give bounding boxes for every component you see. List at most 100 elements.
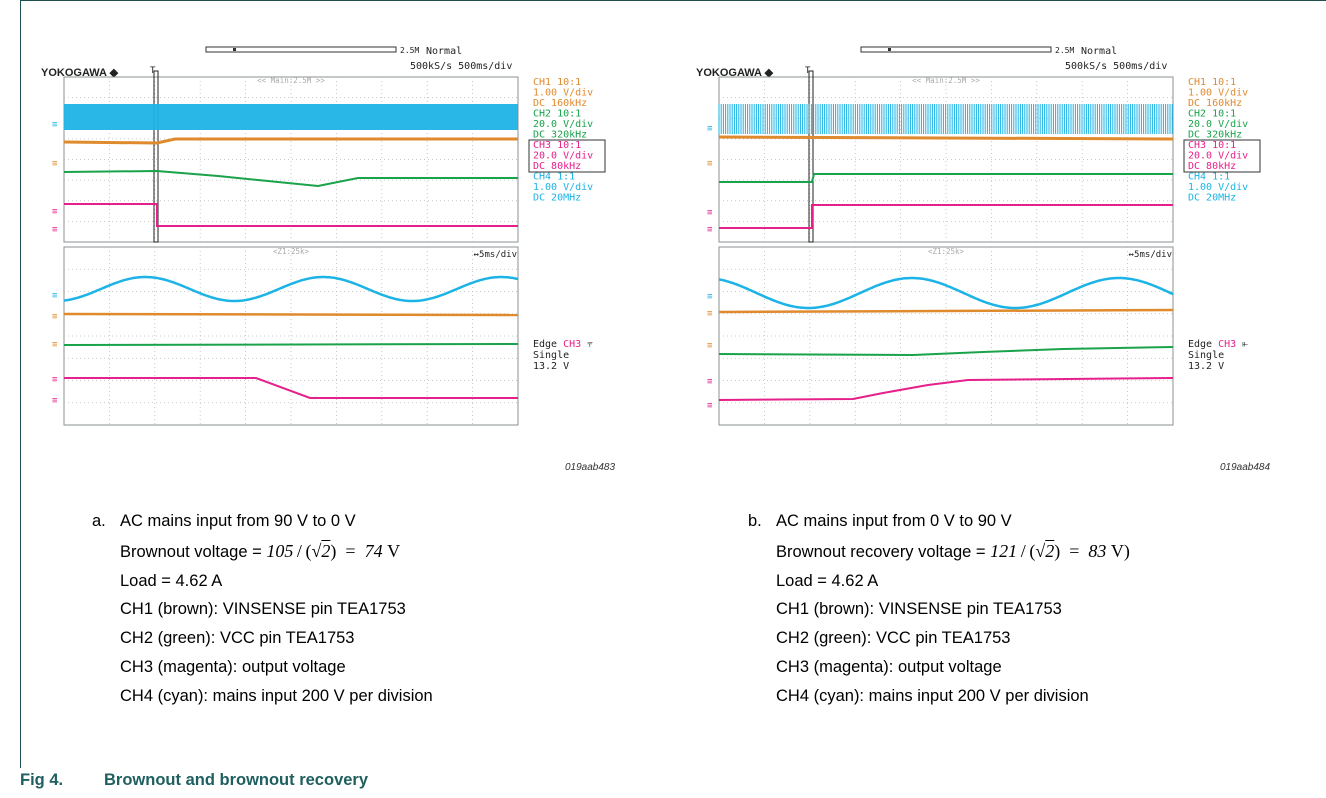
trigger-mode: Single [1188, 350, 1224, 361]
channel-marker: ≡ [52, 340, 58, 350]
trigger-level: 13.2 V [533, 361, 569, 372]
channel-marker: ≡ [707, 225, 713, 235]
ch1-zoom-trace [718, 308, 1174, 314]
trigger-source: CH3 [1218, 339, 1236, 350]
ch2-zoom-trace [718, 346, 1174, 357]
channel-readout: CH2 10:1 [533, 109, 581, 120]
figure-title-text: Brownout and brownout recovery [104, 771, 369, 789]
scope-brand: YOKOGAWA ◆ [696, 67, 774, 79]
caption-line: CH3 (magenta): output voltage [120, 658, 346, 676]
ch4-zoom-trace [718, 276, 1174, 310]
channel-marker: ≡ [52, 375, 58, 385]
caption-heading: AC mains input from 90 V to 0 V [120, 512, 356, 530]
channel-readout: CH4 1:1 [533, 172, 575, 183]
zoom-window-label: <Z1:25k> [273, 247, 310, 256]
caption-line: CH4 (cyan): mains input 200 V per divisi… [776, 687, 1089, 705]
channel-readout: 20.0 V/div [1188, 119, 1248, 130]
ch4-zoom-trace [63, 275, 519, 303]
main-window-label: << Main:2.5M >> [257, 76, 325, 85]
channel-marker: ≡ [707, 208, 713, 218]
caption-a: a. AC mains input from 90 V to 0 V Brown… [92, 507, 652, 711]
channel-readout: 1.00 V/div [1188, 182, 1248, 193]
ch3-zoom-trace [718, 377, 1174, 401]
panel-a: YOKOGAWA ◆ 2.5M Normal 500kS/s 500ms/div << … [28, 0, 628, 480]
channel-readout: 1.00 V/div [1188, 88, 1248, 99]
channel-readout: 20.0 V/div [533, 151, 593, 162]
channel-readout: DC 160kHz [1188, 98, 1242, 109]
memory-label: 2.5M [400, 46, 419, 55]
main-grid [718, 76, 1174, 243]
sample-rate: 500kS/s 500ms/div [410, 61, 512, 72]
channel-marker: ≡ [707, 377, 713, 387]
ch3-main-trace [719, 204, 1173, 229]
channel-readout: DC 80kHz [1188, 161, 1236, 172]
main-window-label: << Main:2.5M >> [912, 76, 980, 85]
caption-line: CH2 (green): VCC pin TEA1753 [776, 629, 1011, 647]
brownout-formula: Brownout voltage = 105 / (√2) = 74 V [120, 541, 401, 561]
memory-label: 2.5M [1055, 46, 1074, 55]
caption-line: CH2 (green): VCC pin TEA1753 [120, 629, 355, 647]
ch3-main-trace [64, 203, 518, 227]
channel-marker: ≡ [707, 309, 713, 319]
channel-marker: ≡ [707, 341, 713, 351]
trigger-readout: Edge CH3 ⫦ [1188, 339, 1248, 350]
channel-marker: ≡ [52, 159, 58, 169]
active-channel-box [528, 139, 606, 173]
trigger-level: 13.2 V [1188, 361, 1224, 372]
zoom-grid [718, 246, 1174, 426]
figure-frame [20, 0, 1326, 768]
zoom-timediv: ↔5ms/div [474, 250, 517, 260]
brownout-recovery-formula: Brownout recovery voltage = 121 / (√2) =… [776, 541, 1130, 561]
memory-bar-marker [233, 48, 236, 51]
ch1-main-trace [63, 137, 518, 145]
caption-b: b. AC mains input from 0 V to 90 V Brown… [748, 507, 1308, 711]
channel-readout: CH3 10:1 [1188, 140, 1236, 151]
trigger-type: Edge [1188, 339, 1218, 350]
main-grid [63, 76, 519, 243]
channel-readout: 1.00 V/div [533, 182, 593, 193]
ch2-main-trace [63, 169, 518, 188]
trigger-marker: T [805, 66, 811, 76]
caption-line: Load = 4.62 A [776, 572, 879, 590]
ch4-main-trace [718, 104, 1173, 134]
caption-item-label: b. [748, 512, 762, 530]
channel-marker: ≡ [707, 124, 713, 134]
channel-readout: DC 320kHz [1188, 130, 1242, 141]
oscilloscope-screen-a: YOKOGAWA ◆ 2.5M Normal 500kS/s 500ms/div << … [41, 46, 606, 426]
channel-readout: CH4 1:1 [1188, 172, 1230, 183]
figure-id-b: 019aab484 [1220, 462, 1271, 473]
channel-readout: DC 320kHz [533, 130, 587, 141]
caption-line: CH3 (magenta): output voltage [776, 658, 1002, 676]
caption-line: CH4 (cyan): mains input 200 V per divisi… [120, 687, 433, 705]
memory-bar-marker [888, 48, 891, 51]
trigger-marker: T [150, 66, 156, 76]
ch2-main-trace [719, 173, 1173, 183]
channel-marker: ≡ [52, 312, 58, 322]
active-channel-box [1183, 139, 1261, 173]
channel-marker: ≡ [52, 396, 58, 406]
channel-readout: DC 80kHz [533, 161, 581, 172]
channel-marker: ≡ [707, 401, 713, 411]
channel-marker: ≡ [52, 291, 58, 301]
zoom-grid [63, 246, 519, 426]
caption-heading: AC mains input from 0 V to 90 V [776, 512, 1012, 530]
channel-readout: 20.0 V/div [1188, 151, 1248, 162]
channel-marker: ≡ [52, 225, 58, 235]
channel-marker: ≡ [52, 120, 58, 130]
trigger-slope-icon: ⫧ [581, 339, 593, 350]
trigger-slope-icon: ⫦ [1236, 339, 1248, 350]
channel-marker: ≡ [707, 292, 713, 302]
channel-readout: 1.00 V/div [533, 88, 593, 99]
channel-readout: DC 20MHz [533, 193, 581, 204]
caption-line: CH1 (brown): VINSENSE pin TEA1753 [120, 600, 406, 618]
trigger-readout: Edge CH3 ⫧ [533, 339, 593, 350]
panel-b: YOKOGAWA ◆ 2.5M Normal 500kS/s 500ms/div << … [683, 0, 1283, 480]
figure-title: Fig 4. Brownout and brownout recovery [20, 771, 368, 790]
zoom-window-label: <Z1:25k> [928, 247, 965, 256]
ch4-main-trace [64, 104, 518, 130]
channel-readout: CH1 10:1 [1188, 77, 1236, 88]
trigger-mode: Single [533, 350, 569, 361]
memory-bar [860, 46, 1052, 53]
trigger-source: CH3 [563, 339, 581, 350]
channel-readout: DC 20MHz [1188, 193, 1236, 204]
